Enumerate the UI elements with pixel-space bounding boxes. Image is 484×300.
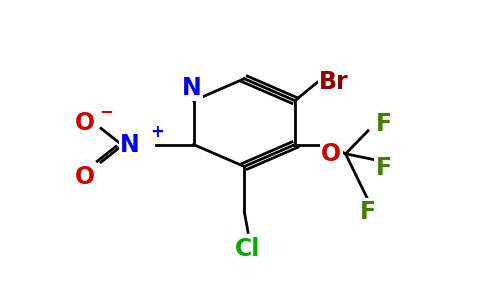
Text: N: N — [182, 76, 202, 100]
Text: O: O — [75, 111, 95, 135]
Text: +: + — [151, 123, 165, 141]
Text: O: O — [75, 165, 95, 189]
Text: F: F — [376, 112, 392, 136]
Text: Cl: Cl — [235, 236, 261, 260]
Text: F: F — [376, 156, 392, 180]
Text: O: O — [321, 142, 341, 166]
Text: −: − — [99, 102, 113, 120]
Text: N: N — [120, 133, 140, 157]
Text: Br: Br — [319, 70, 349, 94]
Text: F: F — [360, 200, 376, 224]
